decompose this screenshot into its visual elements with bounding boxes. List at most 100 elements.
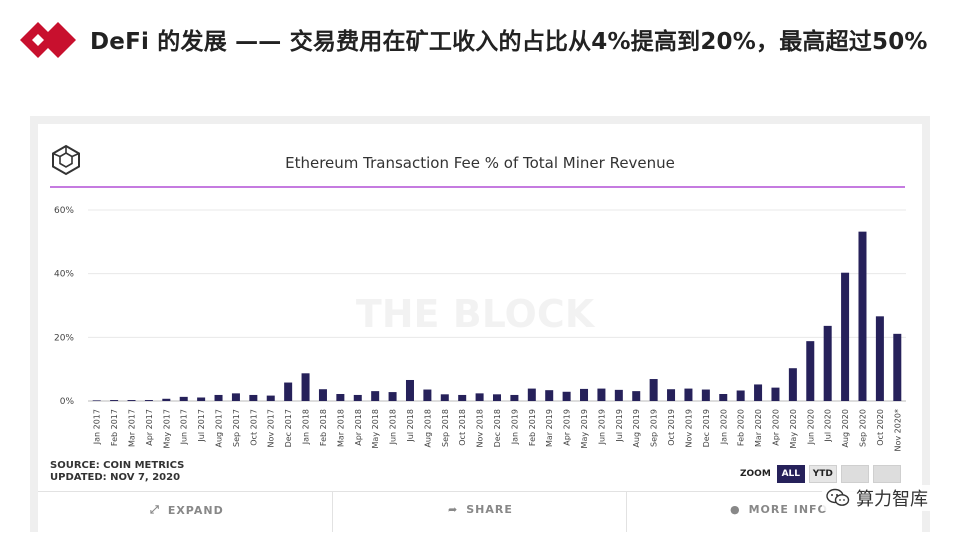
- zoom-all-button[interactable]: ALL: [776, 465, 805, 483]
- x-tick-label: Aug 2018: [423, 409, 432, 448]
- x-tick-label: Jan 2019: [510, 409, 519, 445]
- source-line: SOURCE: COIN METRICS: [50, 460, 185, 471]
- bar[interactable]: [893, 333, 902, 401]
- x-tick-label: Feb 2019: [528, 409, 537, 446]
- bar[interactable]: [562, 391, 571, 401]
- bar[interactable]: [684, 388, 693, 401]
- bar[interactable]: [249, 394, 258, 401]
- bar[interactable]: [144, 400, 153, 401]
- bar[interactable]: [266, 395, 275, 401]
- x-tick-label: Feb 2017: [110, 409, 119, 446]
- x-tick-label: Jul 2018: [406, 409, 415, 443]
- source-note: SOURCE: COIN METRICS UPDATED: NOV 7, 202…: [50, 460, 184, 484]
- bar[interactable]: [771, 387, 780, 401]
- x-tick-label: Oct 2020: [876, 409, 885, 446]
- x-tick-label: Mar 2019: [545, 409, 554, 447]
- bar[interactable]: [162, 398, 171, 401]
- footer-separator: [626, 491, 627, 532]
- bar[interactable]: [510, 394, 519, 401]
- bar[interactable]: [492, 394, 502, 401]
- x-tick-label: Jul 2019: [615, 409, 624, 443]
- x-tick-label: Sep 2018: [441, 409, 450, 447]
- share-arrow-icon: ➦: [448, 503, 459, 516]
- watermark-text: 算力智库: [856, 489, 928, 510]
- bar[interactable]: [841, 272, 850, 401]
- x-tick-label: May 2017: [162, 409, 171, 448]
- bar[interactable]: [197, 397, 206, 401]
- x-tick-label: Sep 2017: [232, 409, 241, 447]
- bar[interactable]: [701, 389, 710, 401]
- bar[interactable]: [614, 389, 623, 401]
- bar[interactable]: [458, 394, 467, 401]
- bar[interactable]: [284, 382, 293, 401]
- x-tick-label: Aug 2020: [841, 409, 850, 448]
- bar[interactable]: [318, 389, 327, 401]
- x-tick-label: Sep 2019: [650, 409, 659, 447]
- bar[interactable]: [754, 384, 763, 401]
- updated-line: UPDATED: NOV 7, 2020: [50, 472, 181, 483]
- the-block-cube-icon: [52, 144, 80, 176]
- chart-title: Ethereum Transaction Fee % of Total Mine…: [285, 154, 675, 172]
- bar[interactable]: [719, 393, 728, 401]
- bar[interactable]: [336, 393, 345, 401]
- bar[interactable]: [127, 400, 136, 401]
- bar[interactable]: [858, 231, 867, 401]
- bar-chart: THE BLOCK 0% 20% 40% 60% Jan 2017 Feb 2017 Ma…: [54, 206, 906, 452]
- bar[interactable]: [475, 393, 484, 401]
- x-tick-label: Feb 2020: [737, 409, 746, 446]
- x-tick-label: Jan 2020: [719, 409, 728, 445]
- zoom-ytd-button[interactable]: YTD: [808, 465, 837, 483]
- bar[interactable]: [823, 325, 832, 401]
- bar[interactable]: [371, 391, 380, 401]
- x-tick-label: Oct 2019: [667, 409, 676, 446]
- more-info-label: MORE INFO: [748, 503, 828, 516]
- bar[interactable]: [301, 373, 310, 401]
- bar[interactable]: [214, 394, 223, 401]
- x-tick-label: Jul 2017: [197, 409, 206, 443]
- bar[interactable]: [527, 388, 536, 401]
- x-tick-label: May 2019: [580, 409, 589, 448]
- chart-watermark: THE BLOCK: [356, 292, 596, 336]
- zoom-range-button[interactable]: [872, 465, 901, 483]
- bar[interactable]: [353, 394, 362, 401]
- bar[interactable]: [649, 379, 658, 401]
- x-tick-label: Oct 2017: [249, 409, 258, 446]
- bar[interactable]: [423, 389, 432, 401]
- y-axis-ticks: 0% 20% 40% 60%: [54, 206, 74, 407]
- bar[interactable]: [736, 390, 745, 401]
- x-tick-label: Apr 2017: [145, 409, 154, 446]
- x-tick-label: Nov 2019: [684, 409, 693, 448]
- bar[interactable]: [92, 400, 101, 401]
- x-tick-label: Jun 2018: [389, 409, 398, 445]
- bar[interactable]: [405, 379, 414, 401]
- y-tick-label: 20%: [54, 333, 74, 343]
- bar[interactable]: [597, 388, 606, 401]
- bar[interactable]: [806, 341, 815, 401]
- x-tick-label: Mar 2020: [754, 409, 763, 447]
- x-tick-label: Jan 2018: [302, 409, 311, 445]
- bar[interactable]: [667, 389, 676, 401]
- bar[interactable]: [110, 400, 119, 401]
- bar[interactable]: [545, 390, 554, 401]
- x-tick-label: Nov 2020*: [893, 409, 902, 452]
- more-info-button[interactable]: ● MORE INFO: [730, 503, 828, 516]
- expand-button[interactable]: ⤢ EXPAND: [150, 503, 224, 517]
- bar[interactable]: [388, 392, 397, 401]
- x-tick-label: Apr 2018: [354, 409, 363, 446]
- share-button[interactable]: ➦ SHARE: [448, 503, 513, 516]
- bar[interactable]: [580, 388, 589, 401]
- x-tick-label: May 2018: [371, 409, 380, 448]
- bar[interactable]: [875, 316, 884, 401]
- x-tick-label: May 2020: [789, 409, 798, 448]
- x-tick-label: Aug 2017: [215, 409, 224, 448]
- bar[interactable]: [231, 393, 240, 401]
- bar[interactable]: [440, 394, 449, 401]
- bar[interactable]: [632, 391, 641, 401]
- y-tick-label: 40%: [54, 270, 74, 280]
- x-tick-label: Apr 2019: [563, 409, 572, 446]
- x-tick-label: Apr 2020: [771, 409, 780, 446]
- x-tick-label: Nov 2018: [476, 409, 485, 448]
- bar[interactable]: [788, 368, 797, 401]
- bar[interactable]: [179, 396, 188, 401]
- zoom-range-button[interactable]: [840, 465, 869, 483]
